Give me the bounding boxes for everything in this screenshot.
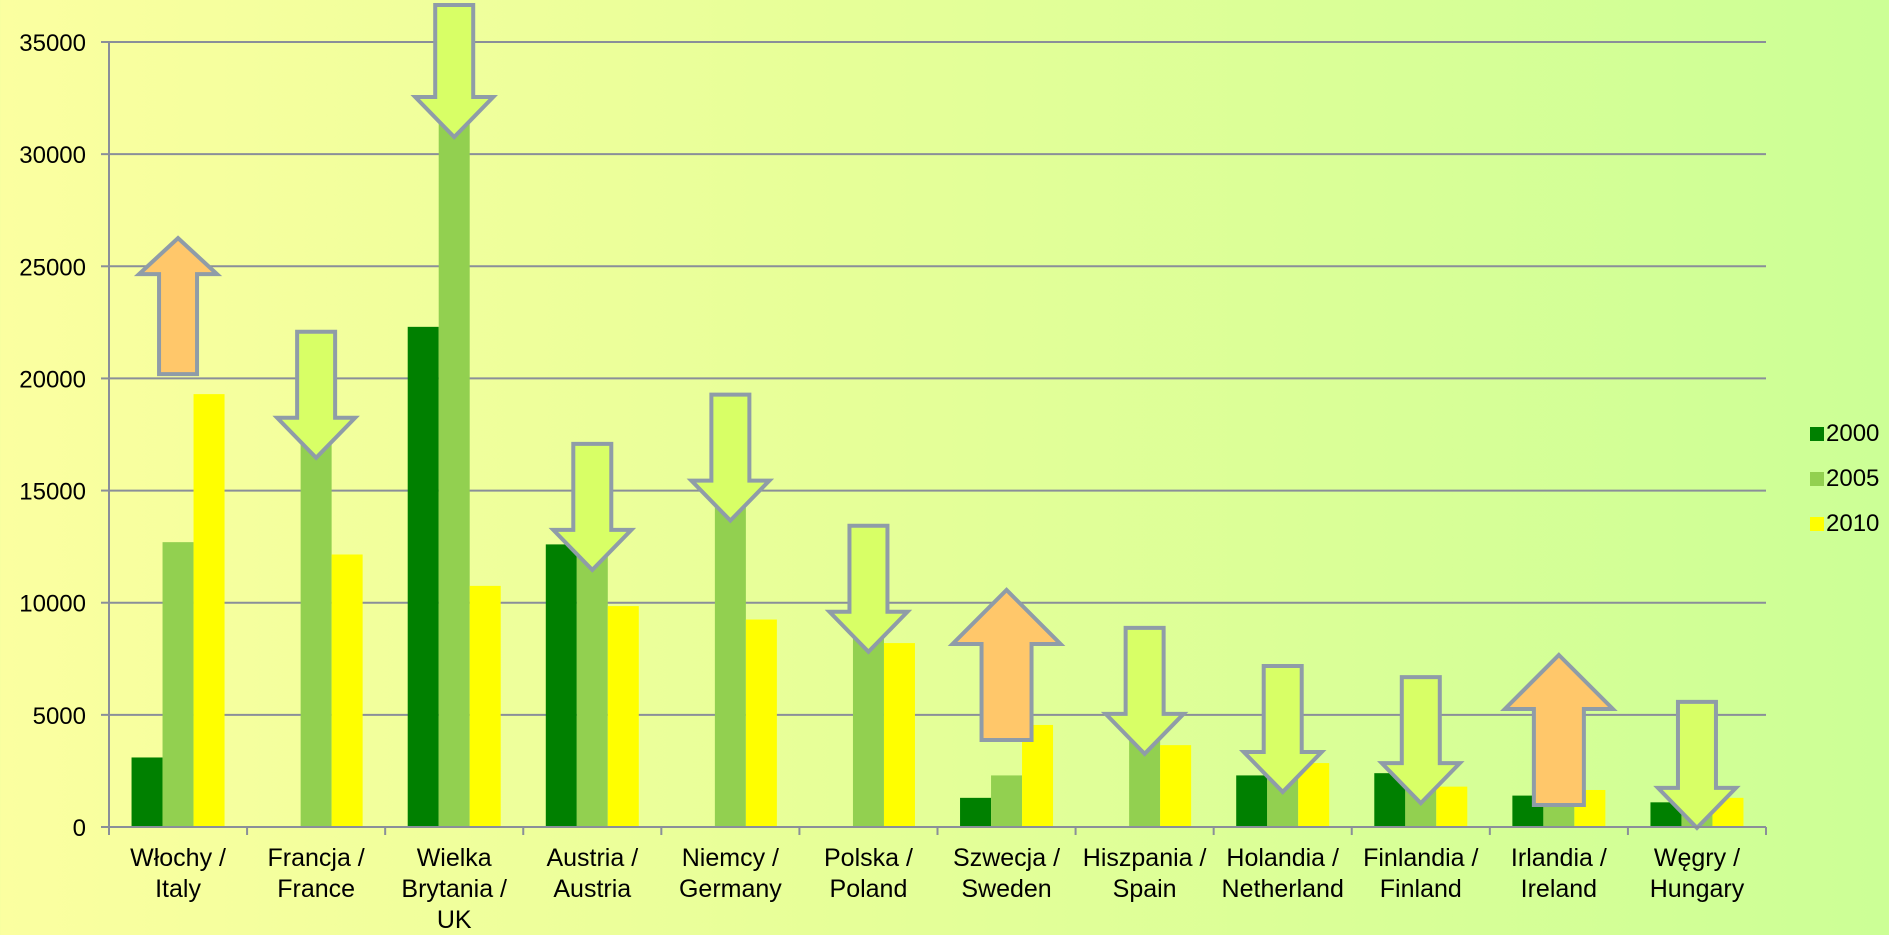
y-tick-label: 15000 — [19, 479, 86, 506]
x-tick-label-line: Szwecja / — [953, 844, 1060, 872]
trend-arrow-down — [548, 441, 637, 573]
x-tick-label: Polska / Poland — [824, 844, 913, 903]
trend-arrow-up — [947, 587, 1066, 742]
x-tick-label-line: UK — [437, 906, 472, 930]
bars — [131, 107, 1744, 828]
x-tick-label-line: Włochy / — [130, 844, 226, 872]
bar-2005 — [714, 490, 746, 827]
bar-2005 — [991, 775, 1023, 827]
x-tick-label: Finlandia / Finland — [1363, 844, 1478, 903]
y-tick-label: 0 — [73, 815, 86, 842]
legend-swatch-2000 — [1810, 427, 1824, 441]
x-tick-label-line: Francja / — [267, 844, 364, 872]
x-tick-label: Hiszpania / Spain — [1083, 844, 1207, 903]
y-tick-label: 35000 — [19, 30, 86, 57]
x-tick-label-line: Austria / — [546, 844, 638, 872]
legend-label-2010: 2010 — [1826, 510, 1879, 537]
x-tick-label: Francja / France — [267, 844, 364, 903]
x-tick-label-line: Polska / — [824, 844, 913, 872]
x-tick-label-line: Austria — [553, 875, 631, 903]
x-tick-label-line: Wielka — [417, 844, 492, 872]
x-tick-label-line: Italy — [155, 875, 201, 903]
trend-arrow-up — [1500, 652, 1618, 807]
x-tick-label: Wielka Brytania / UK — [401, 844, 507, 930]
bar-2005 — [576, 539, 608, 827]
x-tick-label-line: Sweden — [961, 875, 1051, 903]
bar-2005 — [300, 427, 332, 827]
x-tick-label-line: Holandia / — [1226, 844, 1339, 872]
x-tick-label: Holandia / Netherland — [1222, 844, 1344, 903]
bar-2000 — [407, 326, 439, 827]
bar-2010 — [1160, 745, 1192, 827]
x-tick-label-line: Ireland — [1521, 875, 1597, 903]
trend-arrows — [133, 3, 1741, 831]
bar-2000 — [131, 757, 163, 827]
x-tick-label-line: Niemcy / — [682, 844, 779, 872]
trend-arrow-down — [1653, 699, 1741, 831]
x-tick-label-line: Germany — [679, 875, 782, 903]
x-tick-label-line: Irlandia / — [1511, 844, 1607, 872]
legend: 2000 2005 2010 — [1810, 420, 1879, 537]
bar-2010 — [1436, 786, 1468, 827]
legend-swatch-2005 — [1810, 472, 1824, 486]
y-tick-label: 25000 — [19, 254, 86, 281]
y-tick-label: 20000 — [19, 366, 86, 393]
x-tick-label: Włochy / Italy — [130, 844, 226, 903]
x-tick-label-line: Netherland — [1222, 875, 1344, 903]
x-tick-label-line: France — [277, 875, 355, 903]
axes: 0 5000 10000 15000 20000 25000 30000 35000 Włoch… — [19, 30, 1767, 934]
x-tick-label: Irlandia / Ireland — [1511, 844, 1607, 903]
legend-swatch-2010 — [1810, 517, 1824, 531]
x-tick-label-line: Brytania / — [401, 875, 507, 903]
bar-2010 — [469, 585, 501, 827]
trend-arrow-down — [272, 329, 360, 461]
bar-2005 — [852, 621, 884, 827]
bar-2000 — [960, 797, 992, 827]
x-tick-label: Węgry / Hungary — [1650, 844, 1745, 903]
x-tick-label-line: Spain — [1113, 875, 1177, 903]
legend-label-2000: 2000 — [1826, 420, 1879, 447]
bar-2010 — [193, 394, 225, 827]
bar-2010 — [607, 606, 639, 827]
trend-arrow-down — [410, 3, 498, 140]
bar-2010 — [331, 554, 363, 827]
y-tick-label: 5000 — [33, 703, 86, 730]
trend-arrow-up — [133, 235, 223, 377]
trend-arrow-down — [824, 523, 913, 655]
x-tick-label-line: Finland — [1380, 875, 1462, 903]
x-tick-label-line: Finlandia / — [1363, 844, 1478, 872]
trend-arrow-down — [1377, 675, 1465, 807]
x-tick-label: Niemcy / Germany — [679, 844, 782, 903]
x-tick-label-line: Hiszpania / — [1083, 844, 1207, 872]
bar-2010 — [1022, 724, 1054, 827]
bar-2000 — [1236, 775, 1268, 827]
bar-2005 — [438, 107, 470, 828]
bar-2005 — [162, 542, 194, 827]
x-tick-label-line: Poland — [830, 875, 908, 903]
gridlines — [109, 41, 1766, 716]
bar-2000 — [545, 544, 577, 827]
x-tick-label-line: Węgry / — [1654, 844, 1740, 872]
x-tick-label: Szwecja / Sweden — [953, 844, 1060, 903]
bar-2010 — [1298, 763, 1330, 827]
trend-arrow-down — [1238, 663, 1327, 795]
bar-2010 — [745, 619, 777, 827]
y-tick-label: 30000 — [19, 142, 86, 169]
x-tick-label-line: Hungary — [1650, 875, 1745, 903]
y-tick-label: 10000 — [19, 591, 86, 618]
trend-arrow-down — [1100, 625, 1189, 757]
legend-label-2005: 2005 — [1826, 465, 1879, 492]
trend-arrow-down — [686, 392, 775, 524]
x-tick-label: Austria / Austria — [546, 844, 638, 903]
bar-2010 — [883, 643, 915, 827]
